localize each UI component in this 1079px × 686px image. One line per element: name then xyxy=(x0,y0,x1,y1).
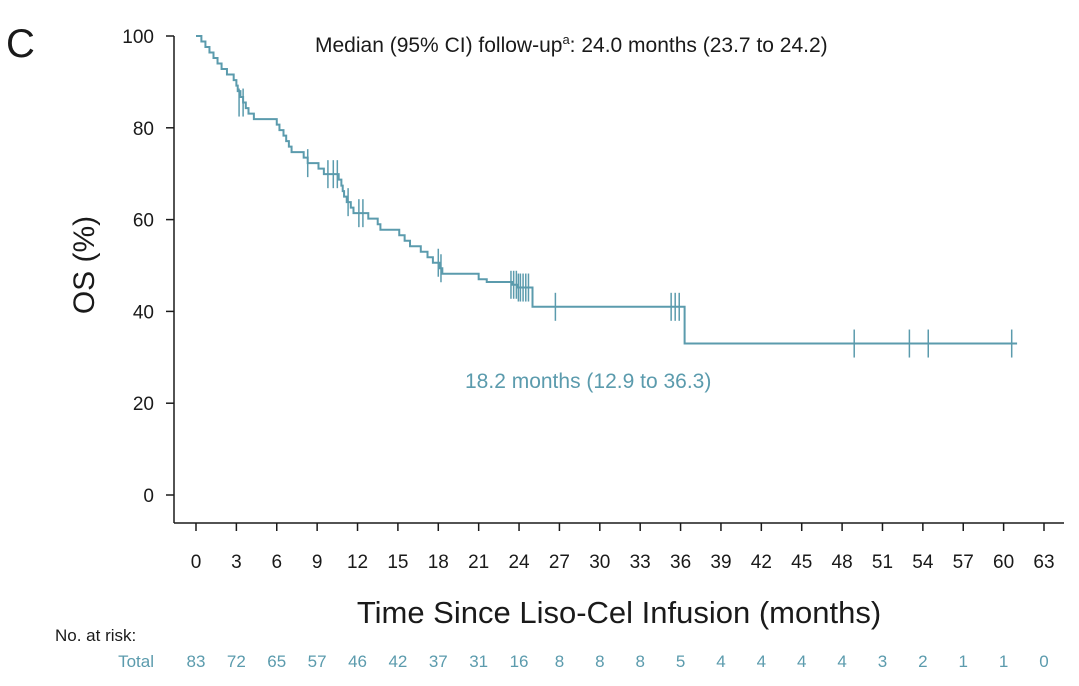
risk-value: 83 xyxy=(187,652,206,671)
x-tick-label: 27 xyxy=(549,552,570,573)
chart-title: Median (95% CI) follow-upa: 24.0 months … xyxy=(315,32,828,57)
x-tick-label: 63 xyxy=(1033,552,1054,573)
risk-value: 0 xyxy=(1039,652,1048,671)
x-tick-label: 0 xyxy=(191,552,202,573)
chart-title-superscript: a xyxy=(562,32,570,47)
x-tick-label: 60 xyxy=(993,552,1014,573)
risk-value: 8 xyxy=(635,652,644,671)
x-tick-label: 12 xyxy=(347,552,368,573)
risk-value: 8 xyxy=(555,652,564,671)
risk-value: 31 xyxy=(469,652,488,671)
median-annotation: 18.2 months (12.9 to 36.3) xyxy=(465,370,711,393)
x-axis-title: Time Since Liso-Cel Infusion (months) xyxy=(357,595,881,630)
risk-row-name: Total xyxy=(118,652,154,671)
risk-value: 65 xyxy=(267,652,286,671)
x-tick-label: 42 xyxy=(751,552,772,573)
x-tick-label: 18 xyxy=(428,552,449,573)
x-tick-label: 30 xyxy=(589,552,610,573)
risk-value: 3 xyxy=(878,652,887,671)
y-tick-label: 100 xyxy=(122,27,154,48)
x-tick-label: 15 xyxy=(387,552,408,573)
x-tick-label: 57 xyxy=(953,552,974,573)
y-axis-title: OS (%) xyxy=(68,216,101,314)
y-tick-label: 60 xyxy=(133,211,154,232)
risk-value: 4 xyxy=(757,652,766,671)
risk-value: 8 xyxy=(595,652,604,671)
risk-value: 37 xyxy=(429,652,448,671)
risk-value: 1 xyxy=(999,652,1008,671)
risk-value: 42 xyxy=(388,652,407,671)
y-tick-label: 80 xyxy=(133,119,154,140)
risk-value: 72 xyxy=(227,652,246,671)
chart-title-suffix: : 24.0 months (23.7 to 24.2) xyxy=(570,34,828,57)
series-layer xyxy=(196,35,1018,358)
survival-curve xyxy=(196,35,1018,345)
x-tick-label: 51 xyxy=(872,552,893,573)
x-tick-label: 54 xyxy=(912,552,934,573)
risk-value: 1 xyxy=(959,652,968,671)
risk-value: 5 xyxy=(676,652,685,671)
x-tick-label: 39 xyxy=(710,552,731,573)
y-tick-label: 40 xyxy=(133,302,154,323)
x-tick-label: 45 xyxy=(791,552,812,573)
risk-value: 4 xyxy=(716,652,725,671)
risk-value: 4 xyxy=(797,652,806,671)
risk-values: 83 72 65 57 46 42 37 31 16 8 8 8 5 4 4 4 4 3 2 1 1 0 xyxy=(187,652,1049,671)
x-tick-label: 9 xyxy=(312,552,323,573)
x-tick-label: 21 xyxy=(468,552,489,573)
risk-value: 2 xyxy=(918,652,927,671)
x-tick-label: 6 xyxy=(271,552,282,573)
x-tick-label: 3 xyxy=(231,552,242,573)
x-tick-label: 33 xyxy=(630,552,651,573)
x-tick-label: 36 xyxy=(670,552,691,573)
y-tick-label: 0 xyxy=(143,486,154,507)
risk-value: 16 xyxy=(510,652,529,671)
risk-value: 57 xyxy=(308,652,327,671)
risk-value: 46 xyxy=(348,652,367,671)
panel-label: C xyxy=(6,22,35,66)
x-tick-label: 24 xyxy=(508,552,530,573)
risk-value: 4 xyxy=(837,652,846,671)
x-tick-label: 48 xyxy=(832,552,853,573)
y-tick-label: 20 xyxy=(133,394,154,415)
chart-title-main: Median (95% CI) follow-up xyxy=(315,34,562,57)
risk-table-label: No. at risk: xyxy=(55,626,136,645)
